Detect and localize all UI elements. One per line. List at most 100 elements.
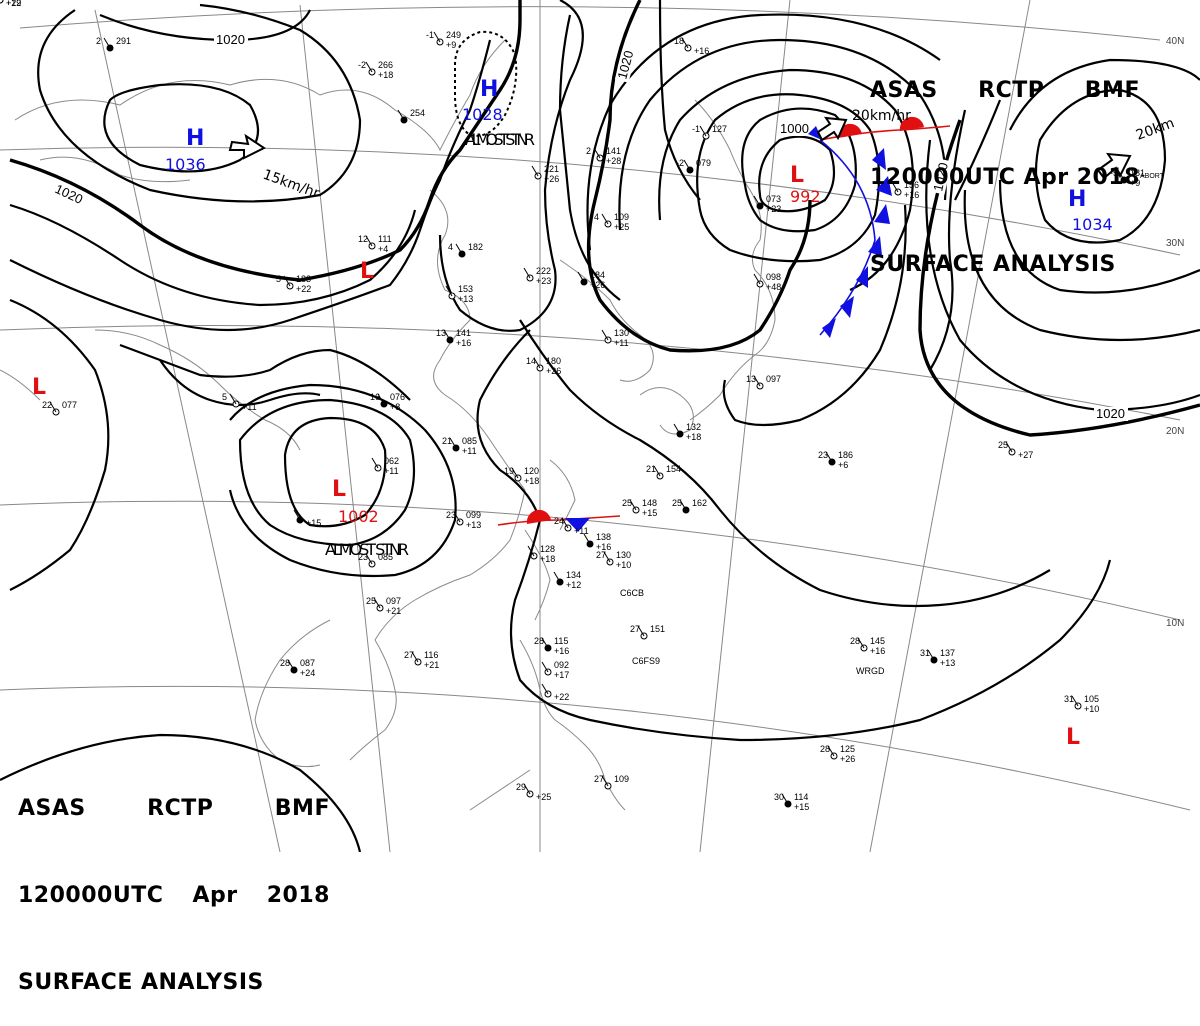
station-temp: 5 bbox=[222, 392, 227, 402]
station-tend: +48 bbox=[766, 282, 781, 292]
station-temp: 14 bbox=[526, 356, 536, 366]
low-center-l: L bbox=[790, 163, 804, 188]
station-plot: 4 109+25 bbox=[594, 212, 629, 232]
wind-barb-icon bbox=[541, 661, 549, 673]
station-pres: 085 bbox=[462, 436, 477, 446]
warm-front-symbol bbox=[837, 123, 862, 138]
lat-label-40n: 40N bbox=[1166, 36, 1184, 47]
station-pres: 180 bbox=[546, 356, 561, 366]
station-temp: 2 bbox=[96, 36, 101, 46]
station-pres: 148 bbox=[642, 498, 657, 508]
station-plot: 12 111+4 bbox=[358, 234, 392, 254]
cloud-code-label: C6CB bbox=[620, 588, 644, 598]
station-tend: +10 bbox=[616, 560, 631, 570]
wind-barb-icon bbox=[553, 571, 561, 583]
wind-barb-icon bbox=[103, 37, 111, 49]
station-pres: 138 bbox=[596, 532, 611, 542]
station-plot: 254 bbox=[397, 108, 425, 124]
header-agency: ASAS bbox=[18, 796, 86, 821]
wind-barb-icon bbox=[287, 659, 295, 671]
header-agency: ASAS bbox=[870, 78, 938, 103]
station-plot: 27 109 bbox=[594, 774, 629, 790]
station-pres: 073 bbox=[766, 194, 781, 204]
header-office: BMF bbox=[1084, 78, 1140, 103]
station-tend: +23 bbox=[766, 204, 781, 214]
station-tend: +29 bbox=[6, 0, 21, 8]
station-tend: +9 bbox=[1130, 178, 1140, 188]
high-center-value: 1034 bbox=[1072, 215, 1113, 234]
station-plot: 5 183+22 bbox=[276, 274, 311, 294]
wind-barb-icon bbox=[293, 509, 301, 521]
station-pres: 105 bbox=[1084, 694, 1099, 704]
chart-header-top: ASAS RCTP BMF 120000UTC Apr 2018 SURFACE… bbox=[870, 18, 1140, 308]
station-plot: 2 141+28 bbox=[586, 146, 621, 166]
station-temp: 27 bbox=[630, 624, 640, 634]
station-plot: 098+48 bbox=[753, 272, 781, 292]
station-plot: 222+23 bbox=[523, 266, 551, 286]
wind-barb-icon bbox=[445, 285, 453, 297]
motion-arrow-icon bbox=[816, 116, 848, 142]
header-title: SURFACE ANALYSIS bbox=[18, 970, 264, 995]
station-temp: 28 bbox=[280, 658, 290, 668]
station-plot: 27 151 bbox=[630, 624, 665, 640]
wind-barb-icon bbox=[927, 649, 935, 661]
wind-barb-icon bbox=[679, 499, 687, 511]
low-center-value: 1002 bbox=[338, 507, 379, 526]
header-line-1: ASAS RCTP BMF bbox=[870, 76, 1140, 105]
station-pres: 062 bbox=[384, 456, 399, 466]
warm-front-symbol bbox=[899, 116, 924, 131]
wind-barb-icon bbox=[523, 783, 531, 795]
warm-front-symbol bbox=[526, 509, 551, 524]
station-pres: 092 bbox=[554, 660, 569, 670]
station-plot: 28 087+24 bbox=[280, 658, 315, 678]
station-plot: 21 085+11 bbox=[442, 436, 477, 456]
wind-barb-icon bbox=[1005, 441, 1013, 453]
station-plot: +15 bbox=[293, 509, 321, 528]
wind-barb-icon bbox=[583, 533, 591, 545]
wind-barb-icon bbox=[577, 271, 585, 283]
station-plot: 28 145+16 bbox=[850, 636, 885, 656]
station-temp: 28 bbox=[534, 636, 544, 646]
station-tend: +23 bbox=[536, 276, 551, 286]
pressure-centers: H 1036 H 1028 H 1034 L 992 L L 1002 L L bbox=[32, 77, 1113, 750]
isobar-label: 1000 bbox=[780, 121, 809, 136]
station-plot: 2 291 bbox=[96, 36, 131, 52]
station-temp: 27 bbox=[404, 650, 414, 660]
station-tend: +8 bbox=[390, 402, 400, 412]
station-pres: 134 bbox=[566, 570, 581, 580]
station-plot: 16 076+8 bbox=[370, 392, 405, 412]
cloud-code-label: WRGD bbox=[856, 666, 885, 676]
station-pres: 130 bbox=[614, 328, 629, 338]
station-temp: 25 bbox=[366, 596, 376, 606]
station-plot: 184+26 bbox=[577, 270, 605, 290]
station-pres: 115 bbox=[554, 636, 568, 646]
station-pres: 221 bbox=[544, 164, 559, 174]
lat-label-30n: 30N bbox=[1166, 238, 1184, 249]
station-plot: 062+11 bbox=[371, 456, 399, 476]
station-pres: 137 bbox=[940, 648, 955, 658]
station-pres: 266 bbox=[378, 60, 393, 70]
low-center-l: L bbox=[332, 477, 346, 502]
station-circle-icon bbox=[0, 0, 4, 4]
station-pres: 249 bbox=[446, 30, 461, 40]
station-temp: 27 bbox=[594, 774, 604, 784]
high-center-h: H bbox=[1068, 187, 1086, 212]
station-plot: 23 186+6 bbox=[818, 450, 853, 470]
station-plot: 21 154 bbox=[646, 464, 681, 480]
station-pres: 077 bbox=[62, 400, 77, 410]
station-pres: 183 bbox=[296, 274, 311, 284]
station-tend: +26 bbox=[546, 366, 561, 376]
station-temp: 24 bbox=[554, 516, 564, 526]
high-center-value: 1028 bbox=[462, 105, 503, 124]
header-station: RCTP bbox=[147, 796, 214, 821]
station-tend: +11 bbox=[384, 466, 399, 476]
station-temp: 23 bbox=[358, 552, 368, 562]
station-plot: 27 116+21 bbox=[404, 650, 439, 670]
station-pres: 114 bbox=[794, 792, 808, 802]
station-tend: +24 bbox=[300, 668, 315, 678]
station-tend: +16 bbox=[596, 542, 611, 552]
wind-barb-icon bbox=[891, 181, 899, 193]
station-temp: 13 bbox=[746, 374, 756, 384]
wind-barb-icon bbox=[753, 195, 761, 207]
station-plot: 30 114+15 bbox=[774, 792, 809, 812]
